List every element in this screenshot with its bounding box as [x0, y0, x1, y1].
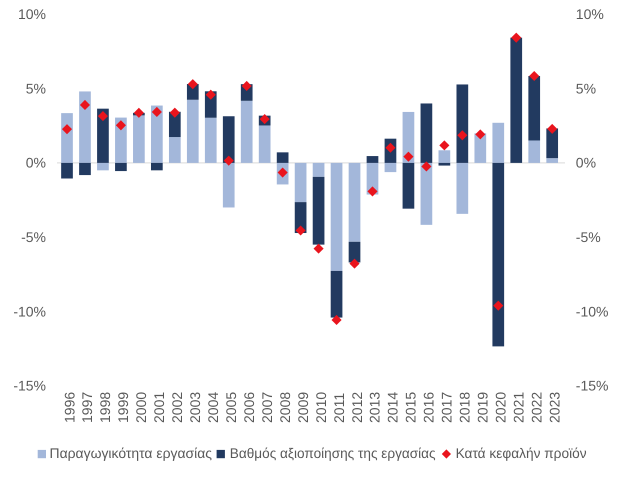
- svg-text:Παραγωγικότητα εργασίας: Παραγωγικότητα εργασίας: [50, 445, 213, 461]
- svg-text:Βαθμός αξιοποίησης της εργασία: Βαθμός αξιοποίησης της εργασίας: [230, 445, 436, 461]
- svg-text:2010: 2010: [313, 392, 329, 423]
- svg-text:2021: 2021: [511, 392, 527, 423]
- svg-text:2022: 2022: [528, 392, 544, 423]
- svg-text:2012: 2012: [349, 392, 365, 423]
- svg-text:2009: 2009: [295, 392, 311, 423]
- svg-text:-15%: -15%: [576, 378, 609, 394]
- svg-text:2014: 2014: [385, 392, 401, 423]
- svg-text:2006: 2006: [241, 392, 257, 423]
- svg-text:0%: 0%: [26, 155, 46, 171]
- svg-text:10%: 10%: [576, 6, 604, 22]
- svg-text:2013: 2013: [367, 392, 383, 423]
- svg-text:2007: 2007: [259, 392, 275, 423]
- svg-text:2020: 2020: [493, 392, 509, 423]
- svg-text:2008: 2008: [277, 392, 293, 423]
- svg-text:2016: 2016: [421, 392, 437, 423]
- svg-text:1998: 1998: [97, 392, 113, 423]
- svg-text:0%: 0%: [576, 155, 596, 171]
- svg-text:2015: 2015: [403, 392, 419, 423]
- svg-text:1999: 1999: [115, 392, 131, 423]
- svg-text:2018: 2018: [457, 392, 473, 423]
- svg-text:2005: 2005: [223, 392, 239, 423]
- svg-text:2000: 2000: [133, 392, 149, 423]
- svg-text:10%: 10%: [18, 6, 46, 22]
- svg-text:-10%: -10%: [13, 303, 46, 319]
- svg-text:1997: 1997: [79, 392, 95, 423]
- svg-text:2017: 2017: [439, 392, 455, 423]
- svg-text:5%: 5%: [576, 80, 596, 96]
- svg-text:2011: 2011: [331, 393, 347, 423]
- svg-text:-15%: -15%: [13, 378, 46, 394]
- svg-text:2004: 2004: [205, 392, 221, 423]
- svg-text:2019: 2019: [475, 392, 491, 423]
- svg-text:-10%: -10%: [576, 303, 609, 319]
- svg-text:2001: 2001: [151, 392, 167, 423]
- svg-text:2002: 2002: [169, 392, 185, 423]
- svg-text:5%: 5%: [26, 80, 46, 96]
- svg-text:Κατά κεφαλήν προϊόν: Κατά κεφαλήν προϊόν: [456, 445, 587, 461]
- svg-text:-5%: -5%: [576, 229, 601, 245]
- svg-text:-5%: -5%: [21, 229, 46, 245]
- svg-text:1996: 1996: [61, 392, 77, 423]
- svg-text:2003: 2003: [187, 392, 203, 423]
- svg-text:2023: 2023: [546, 392, 562, 423]
